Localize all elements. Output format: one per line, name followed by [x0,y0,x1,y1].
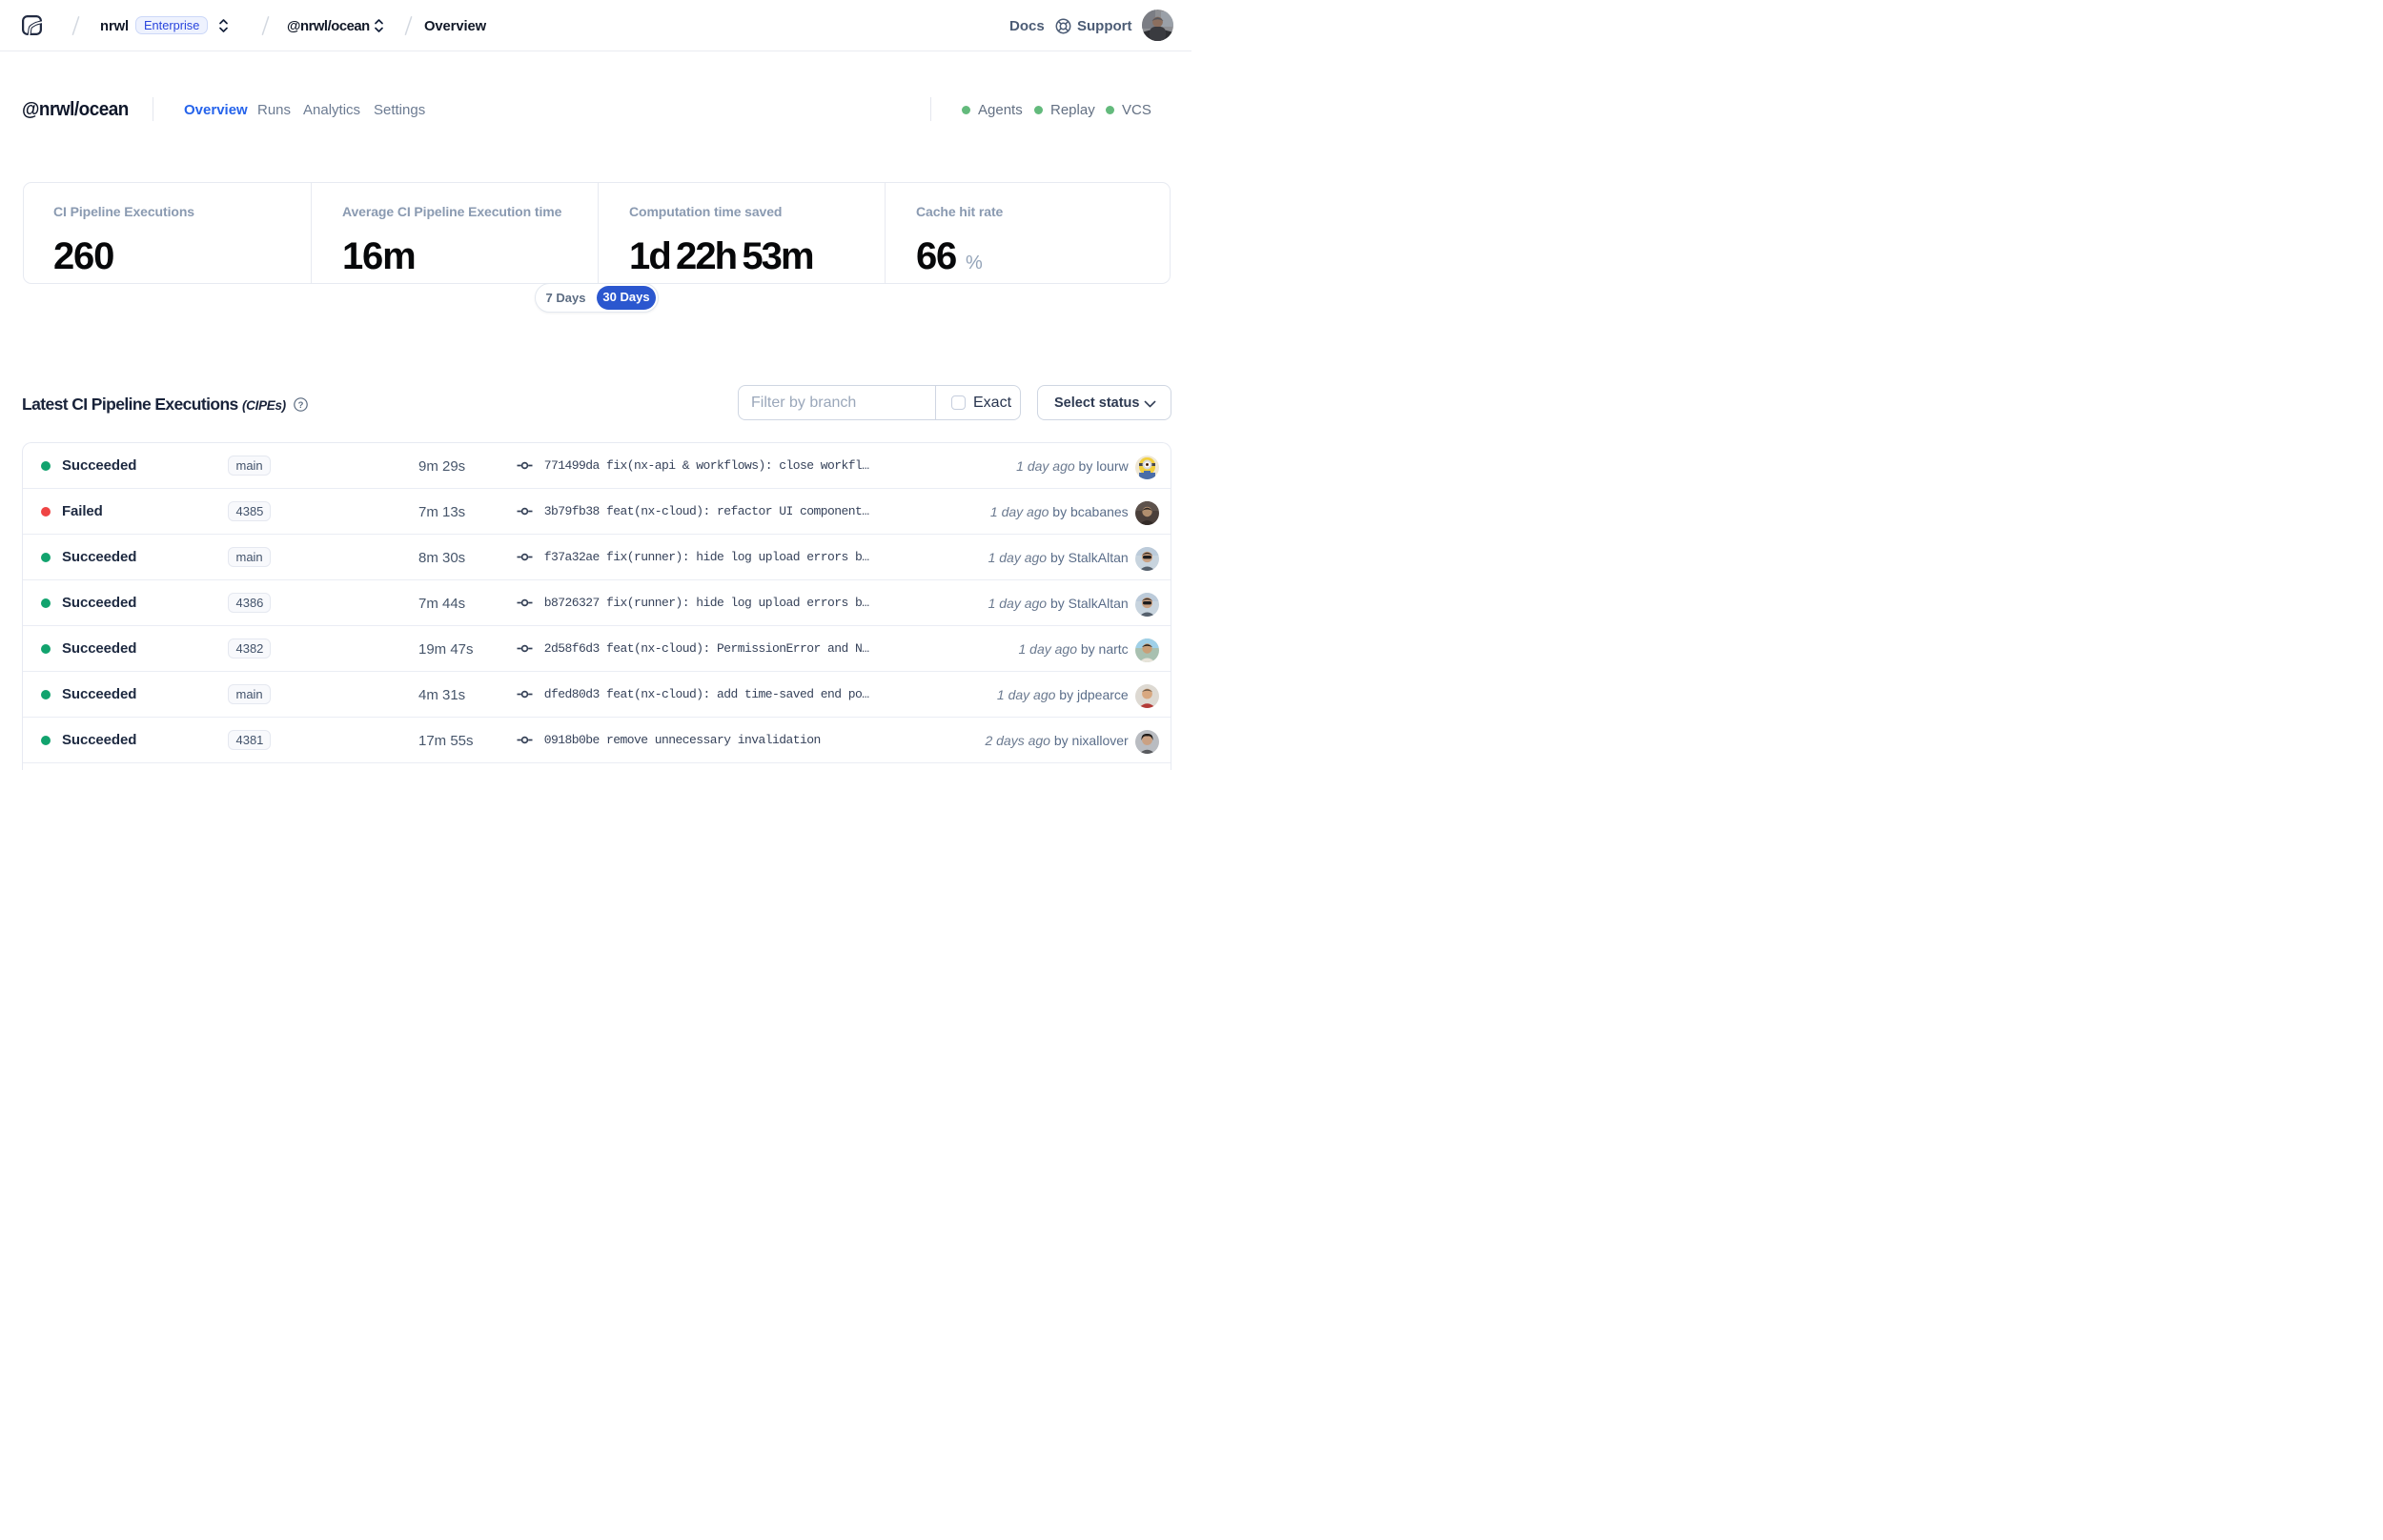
svg-text:?: ? [298,399,304,410]
